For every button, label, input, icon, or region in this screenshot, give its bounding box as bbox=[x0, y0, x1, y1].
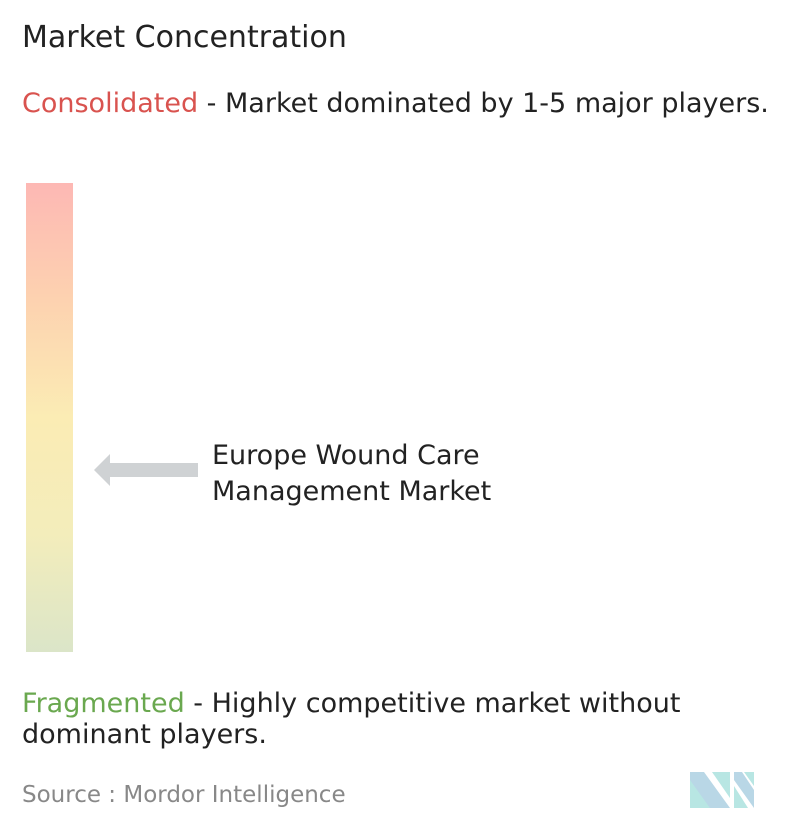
fragmented-legend: Fragmented - Highly competitive market w… bbox=[22, 688, 792, 750]
mordor-intelligence-logo bbox=[690, 772, 754, 808]
page-title: Market Concentration bbox=[22, 20, 347, 55]
concentration-scale-bar bbox=[26, 183, 73, 652]
consolidated-description: - Market dominated by 1-5 major players. bbox=[198, 88, 769, 119]
source-text: Source : Mordor Intelligence bbox=[22, 782, 346, 808]
fragmented-label: Fragmented bbox=[22, 688, 185, 719]
market-position-arrow-icon bbox=[94, 454, 198, 486]
market-label: Europe Wound Care Management Market bbox=[212, 440, 492, 507]
consolidated-label: Consolidated bbox=[22, 88, 199, 119]
consolidated-legend: Consolidated - Market dominated by 1-5 m… bbox=[22, 88, 792, 119]
fragmented-description: - Highly competitive market without domi… bbox=[22, 688, 681, 750]
